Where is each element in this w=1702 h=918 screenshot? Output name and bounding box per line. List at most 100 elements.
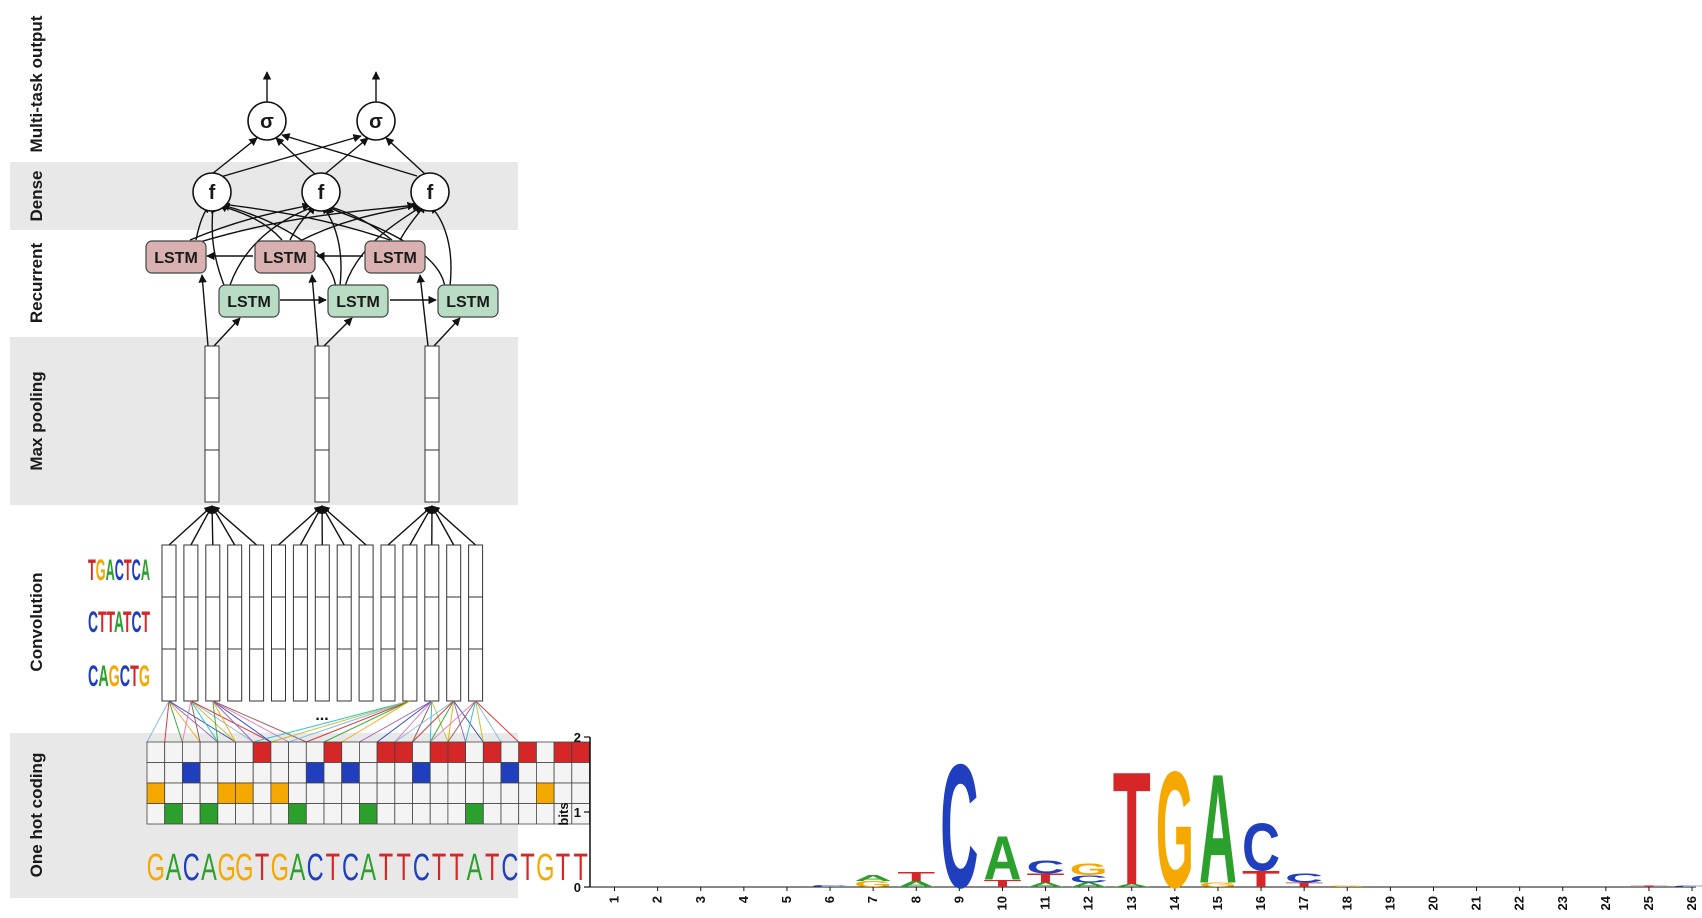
conv-motif-text: CAGCTG — [88, 660, 150, 693]
input-sequence-letter: A — [467, 845, 483, 888]
filter-line — [429, 700, 433, 743]
conv-motif-3: CAGCTG — [88, 660, 150, 693]
one-hot-cell — [482, 803, 502, 825]
logo-letter: C — [1070, 873, 1108, 885]
filter-line — [190, 700, 236, 743]
logo-ylabel: bits — [556, 802, 571, 825]
filter-line — [168, 700, 236, 743]
conv-pool-arrow — [387, 505, 433, 546]
input-sequence-letter: T — [255, 845, 269, 888]
one-hot-cell — [199, 782, 219, 804]
logo-xtick-label: 7 — [865, 896, 880, 903]
one-hot-cell — [518, 762, 537, 784]
logo-letter: A — [1199, 742, 1237, 916]
filter-line — [323, 700, 411, 743]
one-hot-cell — [217, 741, 236, 763]
convolution-columns — [161, 544, 484, 702]
input-sequence-letter: A — [166, 845, 182, 888]
filter-line — [475, 700, 484, 743]
one-hot-cell — [500, 741, 520, 763]
conv-pool-arrow — [211, 505, 236, 546]
logo-xtick-label: 1 — [607, 896, 622, 903]
section-label-recurrent: Recurrent — [27, 243, 46, 324]
one-hot-cell — [305, 741, 325, 763]
filter-line — [288, 700, 411, 743]
one-hot-cell — [571, 762, 590, 784]
logo-xtick-label: 16 — [1253, 896, 1268, 910]
input-sequence-letter: T — [556, 845, 570, 888]
one-hot-cell — [447, 741, 466, 763]
one-hot-cell — [252, 741, 272, 763]
logo-xtick-label: 23 — [1555, 896, 1570, 910]
input-sequence-letter: T — [520, 845, 534, 888]
dense-node-2-label: f — [318, 182, 325, 204]
filter-line — [168, 700, 219, 743]
one-hot-cell — [181, 741, 201, 763]
one-hot-cell — [288, 803, 307, 825]
section-label-multitask: Multi-task output — [27, 15, 46, 152]
maxpool-band — [10, 337, 518, 505]
one-hot-cell — [394, 762, 413, 784]
input-sequence-letter: G — [147, 845, 165, 888]
filter-line — [164, 700, 170, 743]
one-hot-cell — [536, 741, 555, 763]
filter-line — [168, 700, 183, 743]
one-hot-cell — [553, 762, 573, 784]
one-hot-cell — [376, 803, 396, 825]
filter-line — [429, 700, 455, 743]
conv-pool-arrow — [299, 505, 323, 546]
logo-letter: A — [854, 873, 892, 883]
filter-line — [429, 700, 476, 743]
one-hot-cell — [181, 762, 201, 784]
logo-letter: T — [983, 878, 1021, 890]
logo-letter: G — [1328, 885, 1366, 887]
one-hot-cell — [394, 803, 413, 825]
one-hot-cell — [235, 782, 254, 804]
one-hot-cell — [270, 741, 289, 763]
one-hot-cell — [217, 762, 236, 784]
one-hot-cell — [199, 762, 219, 784]
one-hot-cell — [146, 782, 166, 804]
logo-xtick-label: 9 — [951, 896, 966, 903]
conv-column-2 — [183, 544, 199, 702]
filter-line — [306, 700, 411, 743]
input-sequence-letter: G — [536, 845, 554, 888]
logo-letter: T — [1242, 867, 1281, 892]
conv-motif-text: CTTATCT — [88, 606, 150, 639]
maxpool-column-3 — [424, 345, 440, 503]
one-hot-cell — [323, 741, 343, 763]
logo-letter: A — [983, 823, 1021, 893]
lstm-forward-3-label: LSTM — [446, 294, 490, 311]
one-hot-cell — [553, 782, 573, 804]
logo-xtick-label: 3 — [693, 896, 708, 903]
one-hot-cell — [270, 803, 289, 825]
filter-line — [212, 700, 272, 743]
lstm-forward-3: LSTM — [437, 284, 499, 318]
one-hot-cell — [518, 741, 537, 763]
logo-xtick-label: 15 — [1210, 896, 1225, 910]
lstm-backward-1: LSTM — [145, 240, 207, 274]
one-hot-cell — [164, 741, 183, 763]
one-hot-cell — [305, 762, 325, 784]
filter-line — [212, 700, 307, 743]
one-hot-cell — [518, 803, 537, 825]
conv-column-1 — [161, 544, 177, 702]
conv-pool-arrow — [207, 505, 217, 546]
one-hot-cell — [465, 782, 484, 804]
conv-pool-arrow — [278, 505, 323, 546]
conv-pool-arrow — [409, 505, 433, 546]
logo-xtick-label: 8 — [908, 896, 923, 903]
one-hot-cell — [235, 762, 254, 784]
one-hot-cell — [536, 782, 555, 804]
one-hot-cell — [323, 782, 343, 804]
logo-letter: T — [1285, 882, 1324, 889]
logo-xtick-label: 19 — [1382, 896, 1397, 910]
one-hot-cell — [358, 762, 378, 784]
filter-line — [212, 700, 236, 743]
input-sequence-letter: C — [501, 845, 518, 888]
conv-pool-arrow — [211, 505, 258, 546]
maxpool-column-2 — [314, 345, 330, 503]
one-hot-cell — [358, 741, 378, 763]
